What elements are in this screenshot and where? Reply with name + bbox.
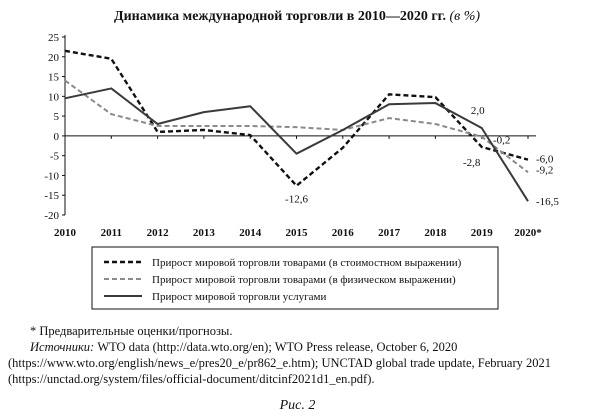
y-tick-label: -10 — [44, 170, 59, 182]
x-tick-label: 2011 — [101, 227, 122, 239]
x-axis-ticks: 2010 2011 2012 2013 2014 2015 2016 2017 2018 2019… — [54, 135, 542, 239]
x-tick-label: 2020* — [514, 227, 542, 239]
series-line-3 — [64, 87, 529, 202]
y-tick-label: -5 — [50, 151, 60, 163]
y-tick-label: -15 — [44, 190, 59, 202]
x-tick-label: 2013 — [193, 227, 216, 239]
y-tick-label: 25 — [48, 32, 60, 44]
x-tick-label: 2017 — [378, 227, 401, 239]
legend-label-2: Прирост мировой торговли товарами (в физ… — [152, 274, 456, 286]
axes — [64, 35, 536, 215]
data-label: -2,8 — [463, 157, 481, 169]
y-tick-label: 15 — [48, 72, 60, 84]
data-label: 2,0 — [471, 105, 485, 117]
x-tick-label: 2015 — [286, 227, 309, 239]
x-tick-label: 2014 — [239, 227, 262, 239]
footnote: * Предварительные оценки/прогнозы. — [30, 324, 233, 338]
y-tick-label: 20 — [48, 52, 60, 64]
data-labels: -12,6 2,0 -0,2 -2,8 -6,0-9,2 -16,5 — [285, 105, 559, 208]
series-line-1 — [64, 49, 529, 187]
chart-title-unit: (в %) — [449, 9, 480, 24]
sources-label: Источники: — [30, 340, 95, 354]
x-tick-label: 2012 — [147, 227, 170, 239]
sources-text: WTO data (http://data.wto.org/en); WTO P… — [8, 340, 551, 386]
y-tick-label: -20 — [44, 210, 59, 222]
data-label: -6,0 — [536, 154, 554, 166]
x-tick-label: 2018 — [424, 227, 447, 239]
trade-dynamics-chart: Динамика международной торговли в 2010—2… — [44, 9, 559, 310]
y-tick-label: 0 — [54, 131, 60, 143]
figure-caption: Рис. 2 — [279, 398, 316, 413]
x-tick-label: 2016 — [332, 227, 355, 239]
legend-label-3: Прирост мировой торговли услугами — [152, 291, 326, 303]
y-axis-ticks: 25 20 15 10 5 0 -5 -10 -15 -20 — [44, 32, 65, 222]
data-label: -0,2 — [493, 135, 510, 147]
legend: Прирост мировой торговли товарами (в сто… — [91, 246, 499, 310]
series-line-2 — [64, 79, 529, 174]
data-label: -12,6 — [285, 194, 308, 206]
series-lines — [64, 49, 529, 202]
chart-title: Динамика международной торговли в 2010—2… — [114, 9, 480, 24]
x-tick-label: 2010 — [54, 227, 77, 239]
notes: * Предварительные оценки/прогнозы. Источ… — [8, 323, 590, 387]
y-tick-label: 10 — [48, 91, 60, 103]
x-tick-label: 2019 — [471, 227, 494, 239]
legend-box — [91, 246, 499, 310]
y-tick-label: 5 — [54, 111, 60, 123]
data-label: -16,5 — [536, 196, 559, 208]
sources: Источники: WTO data (http://data.wto.org… — [8, 339, 590, 387]
legend-label-1: Прирост мировой торговли товарами (в сто… — [152, 257, 462, 269]
data-label: -9,2 — [536, 164, 553, 176]
